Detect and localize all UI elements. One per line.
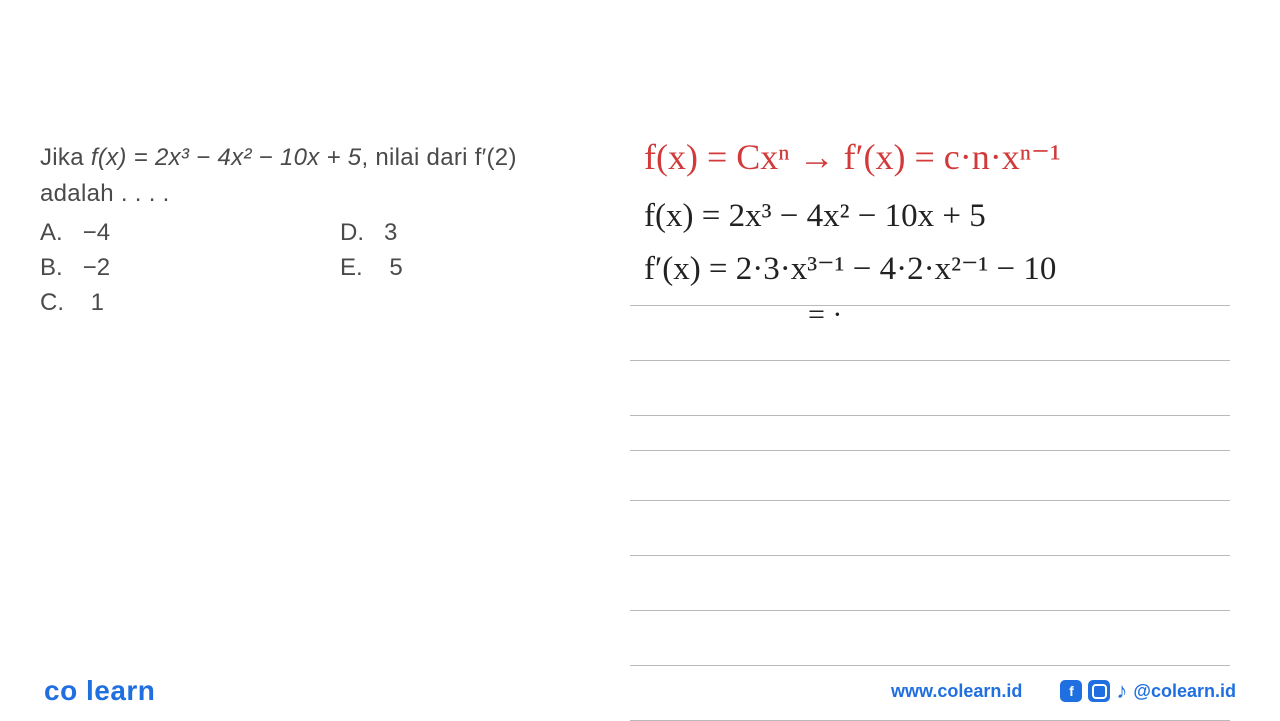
- option-b: B. −2: [40, 251, 300, 286]
- rule-line: [630, 305, 1230, 306]
- brand-logo: co learn: [44, 675, 155, 707]
- logo-dot: [78, 675, 86, 706]
- handwriting-area: f(x) = Cxⁿ → f′(x) = c·n·xⁿ⁻¹ f(x) = 2x³ …: [630, 130, 1240, 660]
- handwritten-line-4: = ·: [808, 298, 842, 332]
- handwritten-line-1: f(x) = Cxⁿ → f′(x) = c·n·xⁿ⁻¹: [644, 136, 1061, 178]
- question-text: Jika f(x) = 2x³ − 4x² − 10x + 5, nilai d…: [40, 140, 600, 212]
- logo-part-2: learn: [86, 675, 155, 706]
- content-area: Jika f(x) = 2x³ − 4x² − 10x + 5, nilai d…: [0, 0, 1280, 720]
- rule-line: [630, 555, 1230, 556]
- rule-line: [630, 415, 1230, 416]
- two-column-layout: Jika f(x) = 2x³ − 4x² − 10x + 5, nilai d…: [40, 20, 1240, 660]
- logo-part-1: co: [44, 675, 78, 706]
- option-d: D. 3: [340, 216, 600, 251]
- solution-column: f(x) = Cxⁿ → f′(x) = c·n·xⁿ⁻¹ f(x) = 2x³ …: [630, 20, 1240, 660]
- footer-right-group: www.colearn.id f ♪ @colearn.id: [891, 680, 1236, 702]
- footer-url[interactable]: www.colearn.id: [891, 681, 1022, 702]
- option-c: C. 1: [40, 286, 300, 321]
- rule-line: [630, 500, 1230, 501]
- options-right-col: D. 3 E. 5: [340, 216, 600, 320]
- option-a: A. −4: [40, 216, 300, 251]
- question-line-2: adalah . . . .: [40, 176, 600, 212]
- rule-line: [630, 360, 1230, 361]
- answer-options: A. −4 B. −2 C. 1 D. 3 E. 5: [40, 216, 600, 320]
- social-links: f ♪ @colearn.id: [1060, 680, 1236, 702]
- social-handle[interactable]: @colearn.id: [1133, 681, 1236, 702]
- rule-line: [630, 610, 1230, 611]
- option-e: E. 5: [340, 251, 600, 286]
- tiktok-icon[interactable]: ♪: [1116, 680, 1127, 702]
- handwritten-line-3: f′(x) = 2·3·x³⁻¹ − 4·2·x²⁻¹ − 10: [644, 248, 1056, 288]
- footer-bar: co learn www.colearn.id f ♪ @colearn.id: [0, 662, 1280, 720]
- question-column: Jika f(x) = 2x³ − 4x² − 10x + 5, nilai d…: [40, 20, 600, 660]
- q-prefix: Jika: [40, 144, 91, 171]
- handwritten-line-2: f(x) = 2x³ − 4x² − 10x + 5: [644, 198, 986, 235]
- q-suffix: , nilai dari f′(2): [361, 144, 516, 171]
- instagram-icon[interactable]: [1088, 680, 1110, 702]
- options-left-col: A. −4 B. −2 C. 1: [40, 216, 300, 320]
- rule-line: [630, 450, 1230, 451]
- question-line-1: Jika f(x) = 2x³ − 4x² − 10x + 5, nilai d…: [40, 140, 600, 176]
- facebook-icon[interactable]: f: [1060, 680, 1082, 702]
- q-formula: f(x) = 2x³ − 4x² − 10x + 5: [91, 144, 362, 171]
